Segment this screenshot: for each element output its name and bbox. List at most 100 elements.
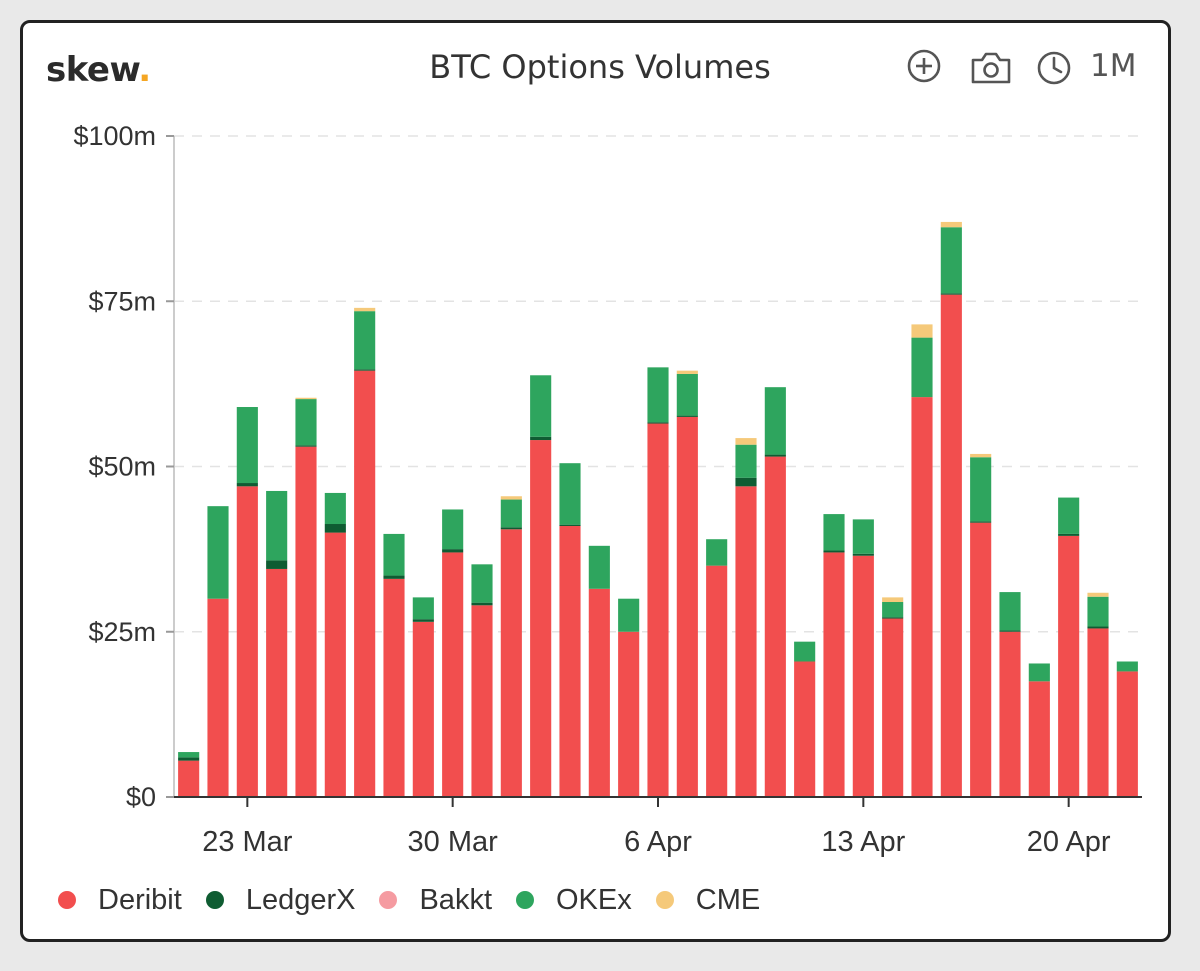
bar-cme-11 bbox=[500, 496, 522, 500]
logo-text: skew bbox=[46, 50, 139, 90]
bar-okex-15 bbox=[618, 598, 640, 632]
bar-ledgerx-6 bbox=[354, 369, 376, 371]
bar-okex-31 bbox=[1087, 596, 1109, 627]
bar-okex-22 bbox=[823, 514, 845, 551]
bar-okex-8 bbox=[412, 597, 434, 620]
bar-ledgerx-26 bbox=[940, 293, 962, 295]
bar-deribit-4 bbox=[295, 446, 317, 797]
skew-logo: skew. bbox=[46, 50, 151, 90]
legend-label: CME bbox=[695, 883, 761, 916]
bar-ledgerx-31 bbox=[1087, 626, 1109, 629]
bar-ledgerx-12 bbox=[530, 436, 552, 441]
y-tick-label: $75m bbox=[88, 286, 156, 316]
bar-deribit-14 bbox=[588, 588, 610, 797]
bar-cme-31 bbox=[1087, 592, 1109, 597]
bar-deribit-30 bbox=[1058, 535, 1080, 797]
legend: Deribit LedgerX Bakkt OKEx CME bbox=[58, 880, 784, 920]
bar-deribit-15 bbox=[618, 631, 640, 797]
bar-ledgerx-4 bbox=[295, 445, 317, 447]
bar-okex-12 bbox=[530, 375, 552, 437]
bar-ledgerx-3 bbox=[266, 560, 288, 569]
y-tick-label: $100m bbox=[73, 121, 156, 151]
bar-deribit-0 bbox=[178, 760, 200, 797]
bar-deribit-7 bbox=[383, 578, 405, 797]
bar-okex-26 bbox=[940, 227, 962, 294]
y-tick-label: $0 bbox=[126, 782, 156, 812]
legend-label: Deribit bbox=[98, 883, 182, 916]
bar-deribit-22 bbox=[823, 552, 845, 797]
bar-deribit-13 bbox=[559, 525, 581, 797]
bar-deribit-5 bbox=[324, 532, 346, 797]
bar-okex-28 bbox=[999, 592, 1021, 631]
bar-cme-4 bbox=[295, 397, 317, 400]
legend-dot bbox=[379, 891, 398, 909]
bar-deribit-27 bbox=[970, 522, 992, 797]
x-tick-label: 30 Mar bbox=[408, 826, 499, 858]
x-tick-label: 6 Apr bbox=[624, 826, 692, 858]
bar-deribit-20 bbox=[764, 456, 786, 797]
x-axis-ticks: 23 Mar 30 Mar 6 Apr 13 Apr 20 Apr bbox=[202, 797, 1111, 858]
bar-okex-32 bbox=[1116, 661, 1138, 672]
bar-okex-10 bbox=[471, 564, 493, 603]
x-tick-label: 20 Apr bbox=[1027, 826, 1111, 858]
legend-dot bbox=[655, 891, 674, 909]
time-range-button[interactable]: 1M bbox=[1090, 48, 1137, 84]
bar-cme-19 bbox=[735, 438, 757, 445]
clock-icon[interactable] bbox=[1034, 48, 1074, 88]
bar-deribit-10 bbox=[471, 605, 493, 797]
bar-ledgerx-10 bbox=[471, 602, 493, 606]
bar-okex-18 bbox=[706, 539, 728, 566]
bar-cme-26 bbox=[940, 221, 962, 228]
camera-icon[interactable] bbox=[968, 48, 1014, 88]
bar-deribit-16 bbox=[647, 423, 669, 797]
bar-ledgerx-0 bbox=[178, 757, 200, 761]
y-axis-ticks: $0 $25m $50m $75m $100m bbox=[73, 121, 174, 812]
bar-okex-2 bbox=[236, 407, 258, 484]
bar-deribit-2 bbox=[236, 486, 258, 797]
bar-ledgerx-30 bbox=[1058, 533, 1080, 536]
bar-okex-24 bbox=[882, 602, 904, 618]
bar-okex-6 bbox=[354, 311, 376, 370]
bar-ledgerx-23 bbox=[852, 553, 874, 556]
y-tick-label: $25m bbox=[88, 617, 156, 647]
bar-okex-9 bbox=[442, 509, 464, 550]
bar-ledgerx-9 bbox=[442, 549, 464, 553]
bar-okex-1 bbox=[207, 506, 229, 599]
bar-okex-11 bbox=[500, 499, 522, 528]
bar-okex-14 bbox=[588, 545, 610, 589]
bar-ledgerx-19 bbox=[735, 477, 757, 487]
bar-cme-6 bbox=[354, 307, 376, 312]
zoom-in-icon[interactable] bbox=[904, 48, 944, 88]
bar-deribit-12 bbox=[530, 440, 552, 797]
bar-okex-4 bbox=[295, 399, 317, 446]
bar-okex-0 bbox=[178, 752, 200, 758]
x-tick-label: 23 Mar bbox=[202, 826, 293, 858]
bar-deribit-26 bbox=[940, 294, 962, 797]
bar-okex-27 bbox=[970, 457, 992, 522]
logo-dot: . bbox=[138, 50, 151, 90]
bar-cme-24 bbox=[882, 597, 904, 603]
bar-ledgerx-5 bbox=[324, 524, 346, 533]
legend-item-okex[interactable]: OKEx bbox=[516, 884, 632, 917]
bar-deribit-17 bbox=[676, 416, 698, 797]
legend-item-bakkt[interactable]: Bakkt bbox=[379, 884, 492, 917]
bar-deribit-21 bbox=[794, 661, 816, 797]
bar-okex-30 bbox=[1058, 497, 1080, 534]
bar-deribit-19 bbox=[735, 486, 757, 797]
legend-label: OKEx bbox=[556, 883, 632, 916]
bar-deribit-3 bbox=[266, 568, 288, 797]
bar-ledgerx-24 bbox=[882, 617, 904, 619]
bar-ledgerx-2 bbox=[236, 483, 258, 487]
bar-ledgerx-11 bbox=[500, 527, 522, 530]
legend-item-ledgerx[interactable]: LedgerX bbox=[205, 883, 356, 917]
legend-item-deribit[interactable]: Deribit bbox=[58, 884, 182, 917]
bar-okex-29 bbox=[1028, 663, 1050, 682]
bar-ledgerx-7 bbox=[383, 575, 405, 579]
legend-label: LedgerX bbox=[245, 883, 356, 916]
bar-deribit-11 bbox=[500, 529, 522, 797]
bar-deribit-31 bbox=[1087, 628, 1109, 797]
bar-okex-23 bbox=[852, 519, 874, 554]
legend-item-cme[interactable]: CME bbox=[655, 883, 761, 917]
bar-deribit-8 bbox=[412, 621, 434, 797]
